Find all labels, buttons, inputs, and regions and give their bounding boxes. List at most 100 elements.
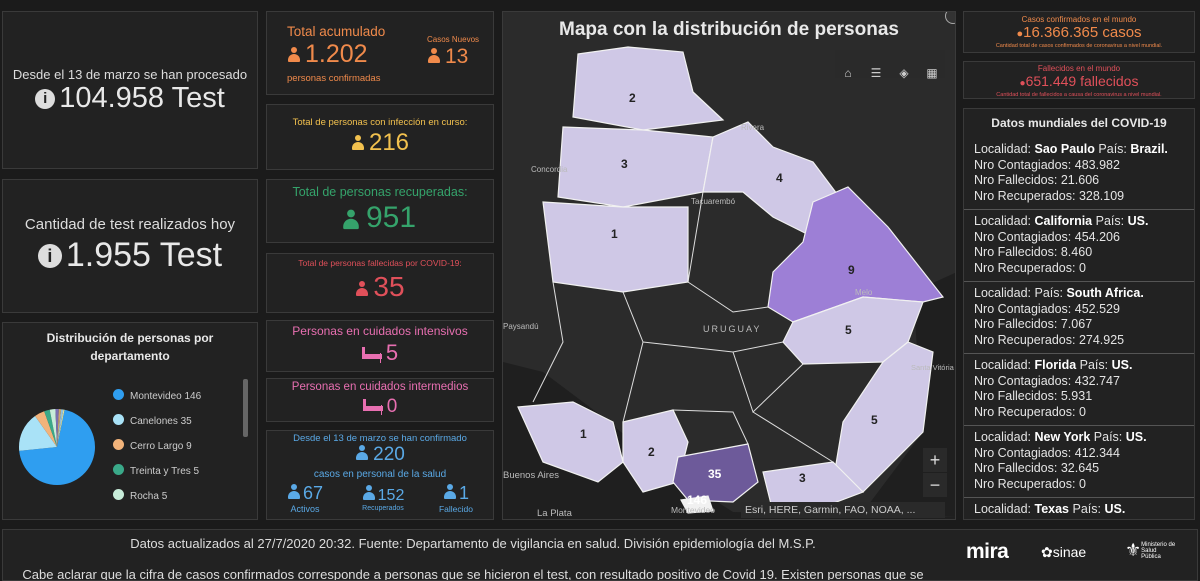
- field-label: Nro Fallecidos:: [974, 317, 1058, 331]
- entry-cases: 412.344: [1074, 445, 1120, 460]
- legend-item-treinta-y-tres[interactable]: Treinta y Tres 5: [113, 464, 233, 489]
- pie-slice[interactable]: [44, 409, 57, 447]
- field-label: Nro Fallecidos:: [974, 245, 1058, 259]
- info-icon: ●: [1016, 28, 1024, 40]
- region-salto: [557, 126, 714, 208]
- world-list-item[interactable]: Localidad: Florida País: US. Nro Contagia…: [964, 354, 1194, 426]
- distribution-legend: Montevideo 146 Canelones 35 Cerro Largo …: [113, 389, 233, 514]
- pie-slice[interactable]: [35, 411, 57, 447]
- sinae-icon: ✿: [1041, 544, 1053, 560]
- region-artigas: [572, 46, 725, 131]
- world-list-title: Datos mundiales del COVID-19: [991, 116, 1167, 130]
- legend-scrollbar[interactable]: [243, 379, 248, 437]
- layers-icon[interactable]: ◈: [899, 66, 909, 80]
- distribution-title: Distribución de personas por departament…: [46, 331, 214, 363]
- qr-code-icon[interactable]: ▦: [926, 66, 938, 80]
- field-label: País:: [1034, 286, 1063, 300]
- field-label: Nro Contagiados:: [974, 373, 1072, 388]
- legend-item-cerro-largo[interactable]: Cerro Largo 9: [113, 439, 233, 464]
- region-rocha: [832, 341, 934, 493]
- entry-cases: 397.747: [1075, 518, 1120, 520]
- world-list-item[interactable]: Localidad: New York País: US. Nro Contagi…: [964, 426, 1194, 498]
- field-label: Nro Contagiados:: [974, 229, 1072, 244]
- entry-locality: Sao Paulo: [1034, 142, 1095, 156]
- legend-item-rocha[interactable]: Rocha 5: [113, 489, 233, 514]
- info-icon: i: [37, 244, 62, 268]
- deceased-number: 35: [373, 271, 405, 302]
- field-label: Nro Contagiados:: [974, 157, 1072, 172]
- region-count: 1: [580, 427, 587, 441]
- new-cases-number: 13: [445, 45, 469, 68]
- field-label: Localidad:: [974, 286, 1031, 300]
- expand-icon[interactable]: [945, 12, 955, 24]
- region-count: 35: [708, 467, 722, 481]
- world-list-item[interactable]: Localidad: California País: US. Nro Conta…: [964, 210, 1194, 282]
- pie-slice[interactable]: [19, 415, 57, 451]
- world-list-item[interactable]: Localidad: Sao Paulo País: Brazil. Nro Co…: [964, 138, 1194, 210]
- pie-slice[interactable]: [19, 409, 95, 485]
- tests-total-number: 104.958 Test: [59, 82, 225, 114]
- region-count: 1: [611, 227, 618, 241]
- health-active-number: 67: [302, 483, 324, 503]
- mira-logo[interactable]: mira: [966, 540, 1009, 563]
- map-canvas[interactable]: Rivera Concordia Tacuarembó Melo Paysand…: [503, 12, 956, 520]
- world-list-item[interactable]: Localidad: Texas País: US.Nro Contagiado…: [964, 498, 1194, 520]
- person-icon: [351, 135, 365, 151]
- world-list-item[interactable]: Localidad: País: South Africa. Nro Contag…: [964, 282, 1194, 354]
- entry-cases: 454.206: [1074, 229, 1120, 244]
- entry-country: US.: [1125, 430, 1147, 444]
- person-icon: [443, 484, 457, 500]
- entry-recovered: 274.925: [1078, 332, 1125, 347]
- list-icon[interactable]: ☰: [870, 66, 882, 80]
- tests-today-panel: Cantidad de test realizados hoy i 1.955 T…: [2, 179, 258, 313]
- legend-label: Canelones: [130, 416, 178, 427]
- seal-icon: ⚜: [1125, 540, 1142, 560]
- person-icon: [287, 47, 301, 63]
- map-attribution[interactable]: Esri, HERE, Garmin, FAO, NOAA, ...: [741, 502, 945, 518]
- icu-number: 5: [385, 340, 399, 365]
- pie-slice[interactable]: [57, 409, 64, 447]
- zoom-in-button[interactable]: +: [923, 448, 947, 472]
- legend-item-canelones[interactable]: Canelones 35: [113, 414, 233, 439]
- total-cases-label: Total acumulado: [287, 24, 386, 39]
- world-list[interactable]: Localidad: Sao Paulo País: Brazil. Nro Co…: [964, 138, 1194, 520]
- legend-value: 5: [193, 466, 200, 477]
- entry-country: US.: [1127, 214, 1149, 228]
- legend-item-montevideo[interactable]: Montevideo 146: [113, 389, 233, 414]
- pie-slice[interactable]: [57, 409, 65, 447]
- map-label-paysandu: Paysandú: [503, 322, 539, 331]
- tests-today-number: 1.955 Test: [65, 236, 223, 274]
- entry-cases-row: Nro Contagiados: 454.206: [974, 230, 1194, 246]
- region-count: 5: [871, 413, 878, 427]
- region-count: 9: [848, 263, 855, 277]
- field-label: Nro Recuperados:: [974, 260, 1076, 275]
- total-cases-value: 1.202: [287, 40, 368, 69]
- health-recovered: 152 Recuperados: [355, 485, 411, 512]
- entry-locality-row: Localidad: Texas País: US.: [974, 502, 1194, 518]
- pie-slice[interactable]: [49, 409, 57, 447]
- recovered-label: Total de personas recuperadas:: [292, 185, 468, 199]
- legend-value: 5: [161, 491, 168, 502]
- health-active-label: Activos: [290, 504, 320, 514]
- field-label: Nro Contagiados:: [974, 445, 1072, 460]
- home-icon[interactable]: ⌂: [844, 66, 852, 80]
- field-label: País:: [1079, 358, 1109, 372]
- pie-slice[interactable]: [57, 409, 62, 447]
- entry-locality-row: Localidad: California País: US.: [974, 214, 1194, 230]
- total-cases-panel: Total acumulado 1.202 personas confirmad…: [266, 11, 494, 95]
- entry-deaths: 32.645: [1060, 461, 1100, 475]
- msp-logo[interactable]: ⚜Ministerio de Salud Pública: [1125, 540, 1195, 561]
- footer-panel: Datos actualizados al 27/7/2020 20:32. F…: [2, 529, 1198, 581]
- entry-locality-row: Localidad: New York País: US.: [974, 430, 1194, 446]
- intermediate-care-label: Personas en cuidados intermedios: [291, 381, 469, 393]
- pie-slice[interactable]: [55, 409, 59, 447]
- region-count: 4: [776, 171, 783, 185]
- zoom-out-button[interactable]: −: [923, 473, 947, 497]
- entry-deaths: 8.460: [1060, 245, 1093, 259]
- legend-dot: [113, 439, 124, 450]
- field-label: País:: [1095, 214, 1125, 228]
- sinae-logo[interactable]: ✿sinae: [1041, 544, 1086, 561]
- health-staff-number: 220: [373, 444, 405, 465]
- deceased-value: 35: [267, 271, 493, 303]
